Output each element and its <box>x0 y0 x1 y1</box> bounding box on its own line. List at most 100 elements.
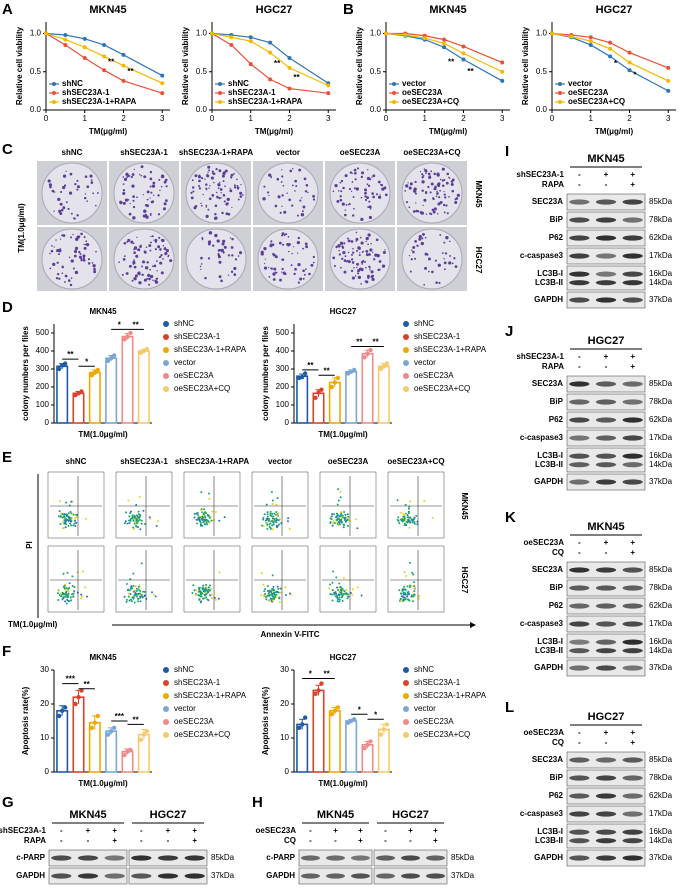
y-tick-label: 400 <box>276 346 290 355</box>
point <box>121 63 126 68</box>
colony <box>436 172 440 176</box>
event <box>130 598 133 601</box>
data-point <box>144 729 150 734</box>
colony <box>231 206 233 208</box>
colony <box>365 253 369 257</box>
colony <box>198 179 201 183</box>
band <box>569 603 590 609</box>
point <box>248 62 253 67</box>
event <box>128 515 131 518</box>
colony <box>221 211 224 215</box>
colony <box>369 269 371 271</box>
band <box>622 567 643 573</box>
x-tick-label: 0 <box>384 114 389 123</box>
event <box>413 516 416 519</box>
legend-swatch <box>52 82 56 86</box>
colony <box>64 274 68 278</box>
condition-mark: - <box>578 548 581 557</box>
colony <box>194 174 198 178</box>
colony <box>167 254 170 257</box>
event <box>136 514 139 517</box>
band <box>77 873 99 879</box>
event <box>260 524 263 527</box>
colony <box>86 200 88 202</box>
event <box>333 513 336 516</box>
band <box>569 280 590 286</box>
colony <box>191 187 194 189</box>
event <box>272 515 275 518</box>
colony <box>80 232 83 236</box>
colony <box>419 171 422 173</box>
chart-title: MKN45 <box>89 307 117 316</box>
event <box>69 596 72 599</box>
event <box>66 594 69 597</box>
colony <box>337 190 340 192</box>
kda-label: 85kDa <box>649 755 673 764</box>
legend-swatch <box>403 347 409 353</box>
data-point <box>378 732 384 737</box>
protein-label: LC3B-I <box>537 451 563 460</box>
event <box>200 518 203 521</box>
condition-mark: - <box>578 738 581 747</box>
annotation: ** <box>467 67 474 76</box>
colony <box>159 248 162 251</box>
y-tick-label: 30 <box>40 665 49 674</box>
bar <box>56 365 69 424</box>
event <box>346 513 349 516</box>
event <box>128 521 131 524</box>
event <box>276 514 279 517</box>
event <box>138 592 141 595</box>
colony <box>83 235 86 239</box>
data-point <box>95 713 101 719</box>
band <box>401 855 420 861</box>
colony <box>437 202 441 206</box>
colony <box>420 241 424 246</box>
colony <box>223 171 226 174</box>
condition-mark: - <box>384 836 387 845</box>
event <box>69 520 72 523</box>
colony <box>126 176 129 178</box>
colony <box>424 236 427 239</box>
colony <box>312 198 316 201</box>
colony <box>130 240 133 243</box>
bar <box>72 696 85 773</box>
colony <box>133 276 137 281</box>
data-point <box>62 361 68 366</box>
colony <box>281 169 283 171</box>
event <box>405 523 408 526</box>
event <box>346 594 349 597</box>
band <box>569 453 590 459</box>
flow-plot <box>319 545 377 613</box>
colony <box>428 270 430 273</box>
condition-mark: - <box>409 836 412 845</box>
event <box>202 590 205 593</box>
colony <box>262 197 266 201</box>
protein-label: LC3B-II <box>535 646 563 655</box>
legend-swatch <box>52 100 56 104</box>
colony <box>135 254 139 258</box>
band <box>131 873 152 879</box>
condition-label: oeSEC23A <box>524 538 565 547</box>
event <box>396 518 399 521</box>
significance: ** <box>133 321 140 330</box>
colony <box>80 258 83 262</box>
event <box>218 571 221 574</box>
colony <box>159 189 161 192</box>
event <box>67 512 70 515</box>
colony <box>341 257 344 260</box>
protein-label: SEC23A <box>532 755 563 764</box>
colony <box>211 170 214 173</box>
event <box>336 520 339 523</box>
point <box>63 42 68 47</box>
data-point <box>384 361 390 366</box>
column-label: shNC <box>66 457 87 466</box>
event <box>337 594 340 597</box>
colony <box>435 195 438 198</box>
condition-mark: - <box>60 836 63 845</box>
event <box>214 510 217 513</box>
colony <box>456 193 460 197</box>
colony <box>302 205 306 209</box>
colony <box>205 206 207 208</box>
flow-plot <box>387 471 445 539</box>
colony <box>281 267 284 271</box>
